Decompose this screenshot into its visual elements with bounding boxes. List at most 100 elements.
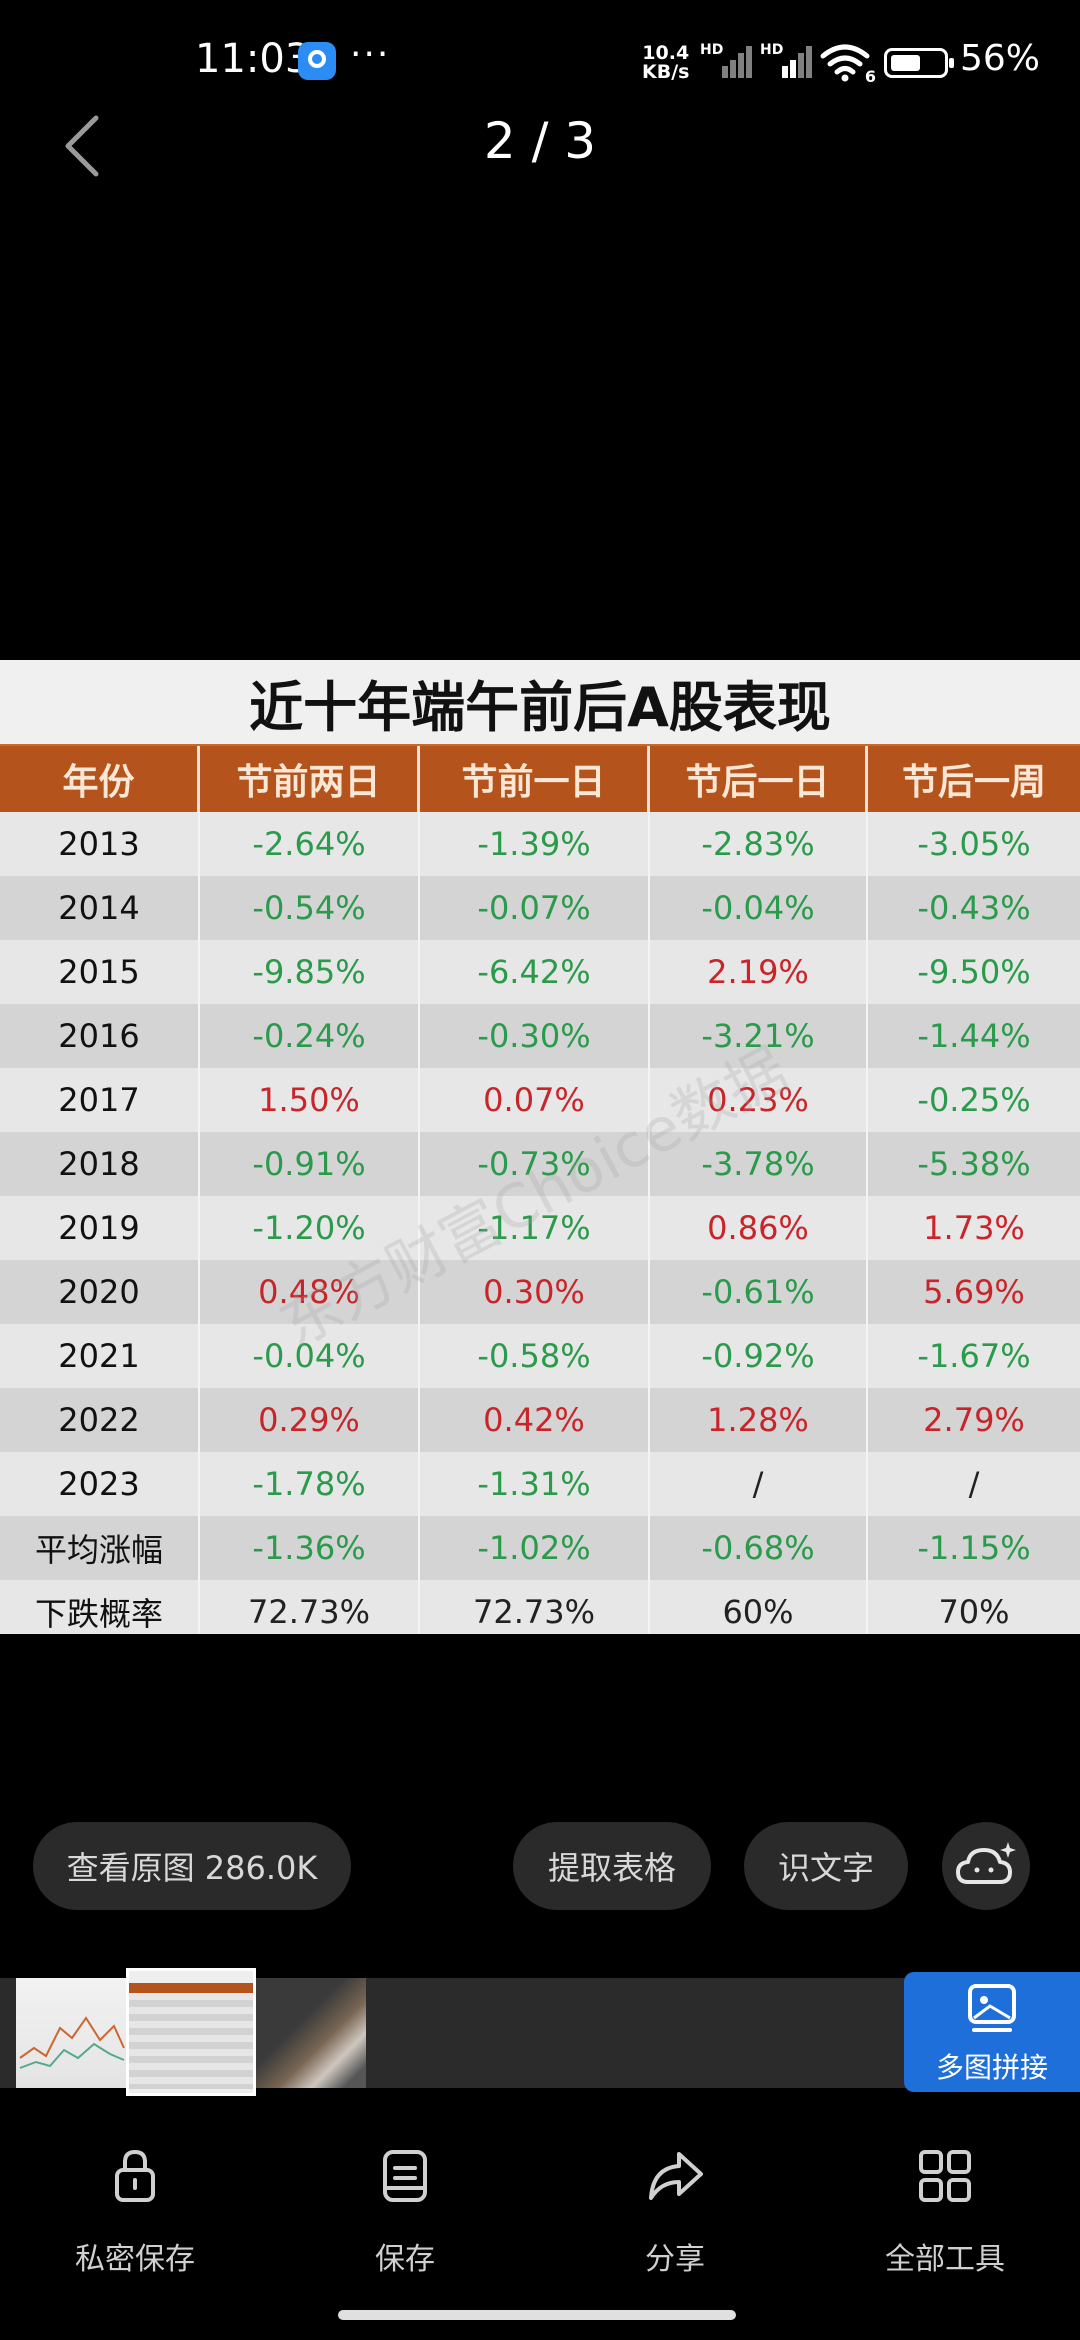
table-row: 2020 0.48% 0.30% -0.61% 5.69% [0,1260,1080,1324]
table-cell: 72.73% [200,1580,420,1634]
table-row-label: 2013 [0,812,200,876]
table-row-label: 2023 [0,1452,200,1516]
save-icon [383,2150,427,2202]
table-cell: 2.19% [650,940,868,1004]
back-button[interactable] [56,110,116,180]
table-cell: -0.04% [650,876,868,940]
table-cell: 0.86% [650,1196,868,1260]
wifi-icon: 6 [820,44,876,86]
share-label: 分享 [645,2242,705,2277]
lock-icon [115,2149,155,2202]
chevron-left-icon [65,115,99,177]
table-cell: 0.23% [650,1068,868,1132]
table-cell: -1.44% [917,1017,1031,1055]
save-label: 保存 [375,2242,435,2277]
table-cell: -3.78% [650,1132,868,1196]
table-cell: -0.73% [420,1132,650,1196]
table-cell: / [968,1465,980,1503]
table-cell: 1.28% [650,1388,868,1452]
table-row-label: 2018 [0,1132,200,1196]
table-cell: -1.31% [420,1452,650,1516]
private-save-label: 私密保存 [75,2242,195,2277]
table-cell: -0.30% [420,1004,650,1068]
table-cell: / [650,1452,868,1516]
table-cell: -1.02% [420,1516,650,1580]
private-save-button[interactable]: 私密保存 [35,2146,235,2277]
share-button[interactable]: 分享 [575,2146,775,2277]
merge-images-icon [968,1984,1016,2032]
table-row-label: 2017 [0,1068,200,1132]
table-cell: 1.50% [200,1068,420,1132]
merge-label: 多图拼接 [935,2051,1048,2084]
viewed-image[interactable]: 近十年端午前后A股表现 年份 节前两日 节前一日 节后一日 节后一周 2013-… [0,660,1080,1634]
table-header-cell: 节前两日 [200,746,420,812]
table-row-label: 下跌概率 [0,1580,200,1634]
table-header-cell: 节后一周 [901,762,1046,803]
table-row-label: 2014 [0,876,200,940]
hd-label-1: HD [700,42,724,58]
table-cell: -1.17% [420,1196,650,1260]
ocr-text-button[interactable]: 识文字 [744,1822,908,1910]
notification-app-icon [298,42,336,80]
table-row: 2023 -1.78% -1.31% / / [0,1452,1080,1516]
thumbnail-3[interactable] [256,1978,366,2088]
table-cell: 0.07% [420,1068,650,1132]
wifi-badge: 6 [864,67,876,86]
table-row-label: 2019 [0,1196,200,1260]
table-cell: -0.24% [200,1004,420,1068]
status-bar: 11:03 ··· 10.4 KB/s HD HD 6 56% [0,0,1080,120]
multi-image-merge-button[interactable]: 多图拼接 [904,1972,1080,2092]
cloud-sparkle-icon [956,1842,1016,1884]
cell-signal-1-icon: HD [700,42,752,78]
table-cell: -2.83% [650,812,868,876]
table-cell: -0.58% [420,1324,650,1388]
table-cell: 60% [650,1580,868,1634]
table-cell: 5.69% [923,1273,1025,1311]
hd-label-2: HD [760,42,784,58]
all-tools-label: 全部工具 [885,2242,1005,2277]
table-cell: -2.64% [200,812,420,876]
home-indicator[interactable] [338,2310,736,2320]
table-cell: -3.05% [917,825,1031,863]
table-row: 2019 -1.20% -1.17% 0.86% 1.73% [0,1196,1080,1260]
table-row: 2013 -2.64% -1.39% -2.83% -3.05% [0,812,1080,876]
table-cell: -0.91% [200,1132,420,1196]
table-row-label: 平均涨幅 [0,1516,200,1580]
table-cell: -1.67% [917,1337,1031,1375]
table-cell: 0.48% [200,1260,420,1324]
table-cell: 0.42% [420,1388,650,1452]
table-row: 2022 0.29% 0.42% 1.28% 2.79% [0,1388,1080,1452]
table-row: 2017 1.50% 0.07% 0.23% -0.25% [0,1068,1080,1132]
network-speed: 10.4 KB/s [642,44,689,82]
table-row-label: 2016 [0,1004,200,1068]
table-row: 2014 -0.54% -0.07% -0.04% -0.43% [0,876,1080,940]
view-original-button[interactable]: 查看原图 286.0K [33,1822,351,1910]
table-row: 2016 -0.24% -0.30% -3.21% -1.44% [0,1004,1080,1068]
table-cell: -0.54% [200,876,420,940]
table-row: 平均涨幅 -1.36% -1.02% -0.68% -1.15% [0,1516,1080,1580]
thumbnail-1[interactable] [16,1978,128,2088]
table-row-label: 2021 [0,1324,200,1388]
table-cell: -1.39% [420,812,650,876]
table-cell: -6.42% [420,940,650,1004]
table-cell: -1.15% [917,1529,1031,1567]
cell-signal-2-icon: HD [760,42,812,78]
more-notifications-icon: ··· [350,34,391,75]
extract-table-button[interactable]: 提取表格 [513,1822,711,1910]
table-cell: 2.79% [923,1401,1025,1439]
table-header-cell: 年份 [0,746,200,812]
table-row: 2021 -0.04% -0.58% -0.92% -1.67% [0,1324,1080,1388]
save-button[interactable]: 保存 [305,2146,505,2277]
table-row-label: 2015 [0,940,200,1004]
all-tools-button[interactable]: 全部工具 [845,2146,1045,2277]
grid-icon [919,2150,971,2202]
table-row-label: 2022 [0,1388,200,1452]
table-row-label: 2020 [0,1260,200,1324]
table-cell: 1.73% [923,1209,1025,1247]
thumbnail-2-selected[interactable] [126,1968,256,2096]
table-cell: -5.38% [917,1145,1031,1183]
table-row: 2018 -0.91% -0.73% -3.78% -5.38% [0,1132,1080,1196]
image-table-header: 年份 节前两日 节前一日 节后一日 节后一周 [0,744,1080,812]
cloud-sparkle-button[interactable] [942,1822,1030,1910]
table-cell: 70% [938,1593,1010,1631]
